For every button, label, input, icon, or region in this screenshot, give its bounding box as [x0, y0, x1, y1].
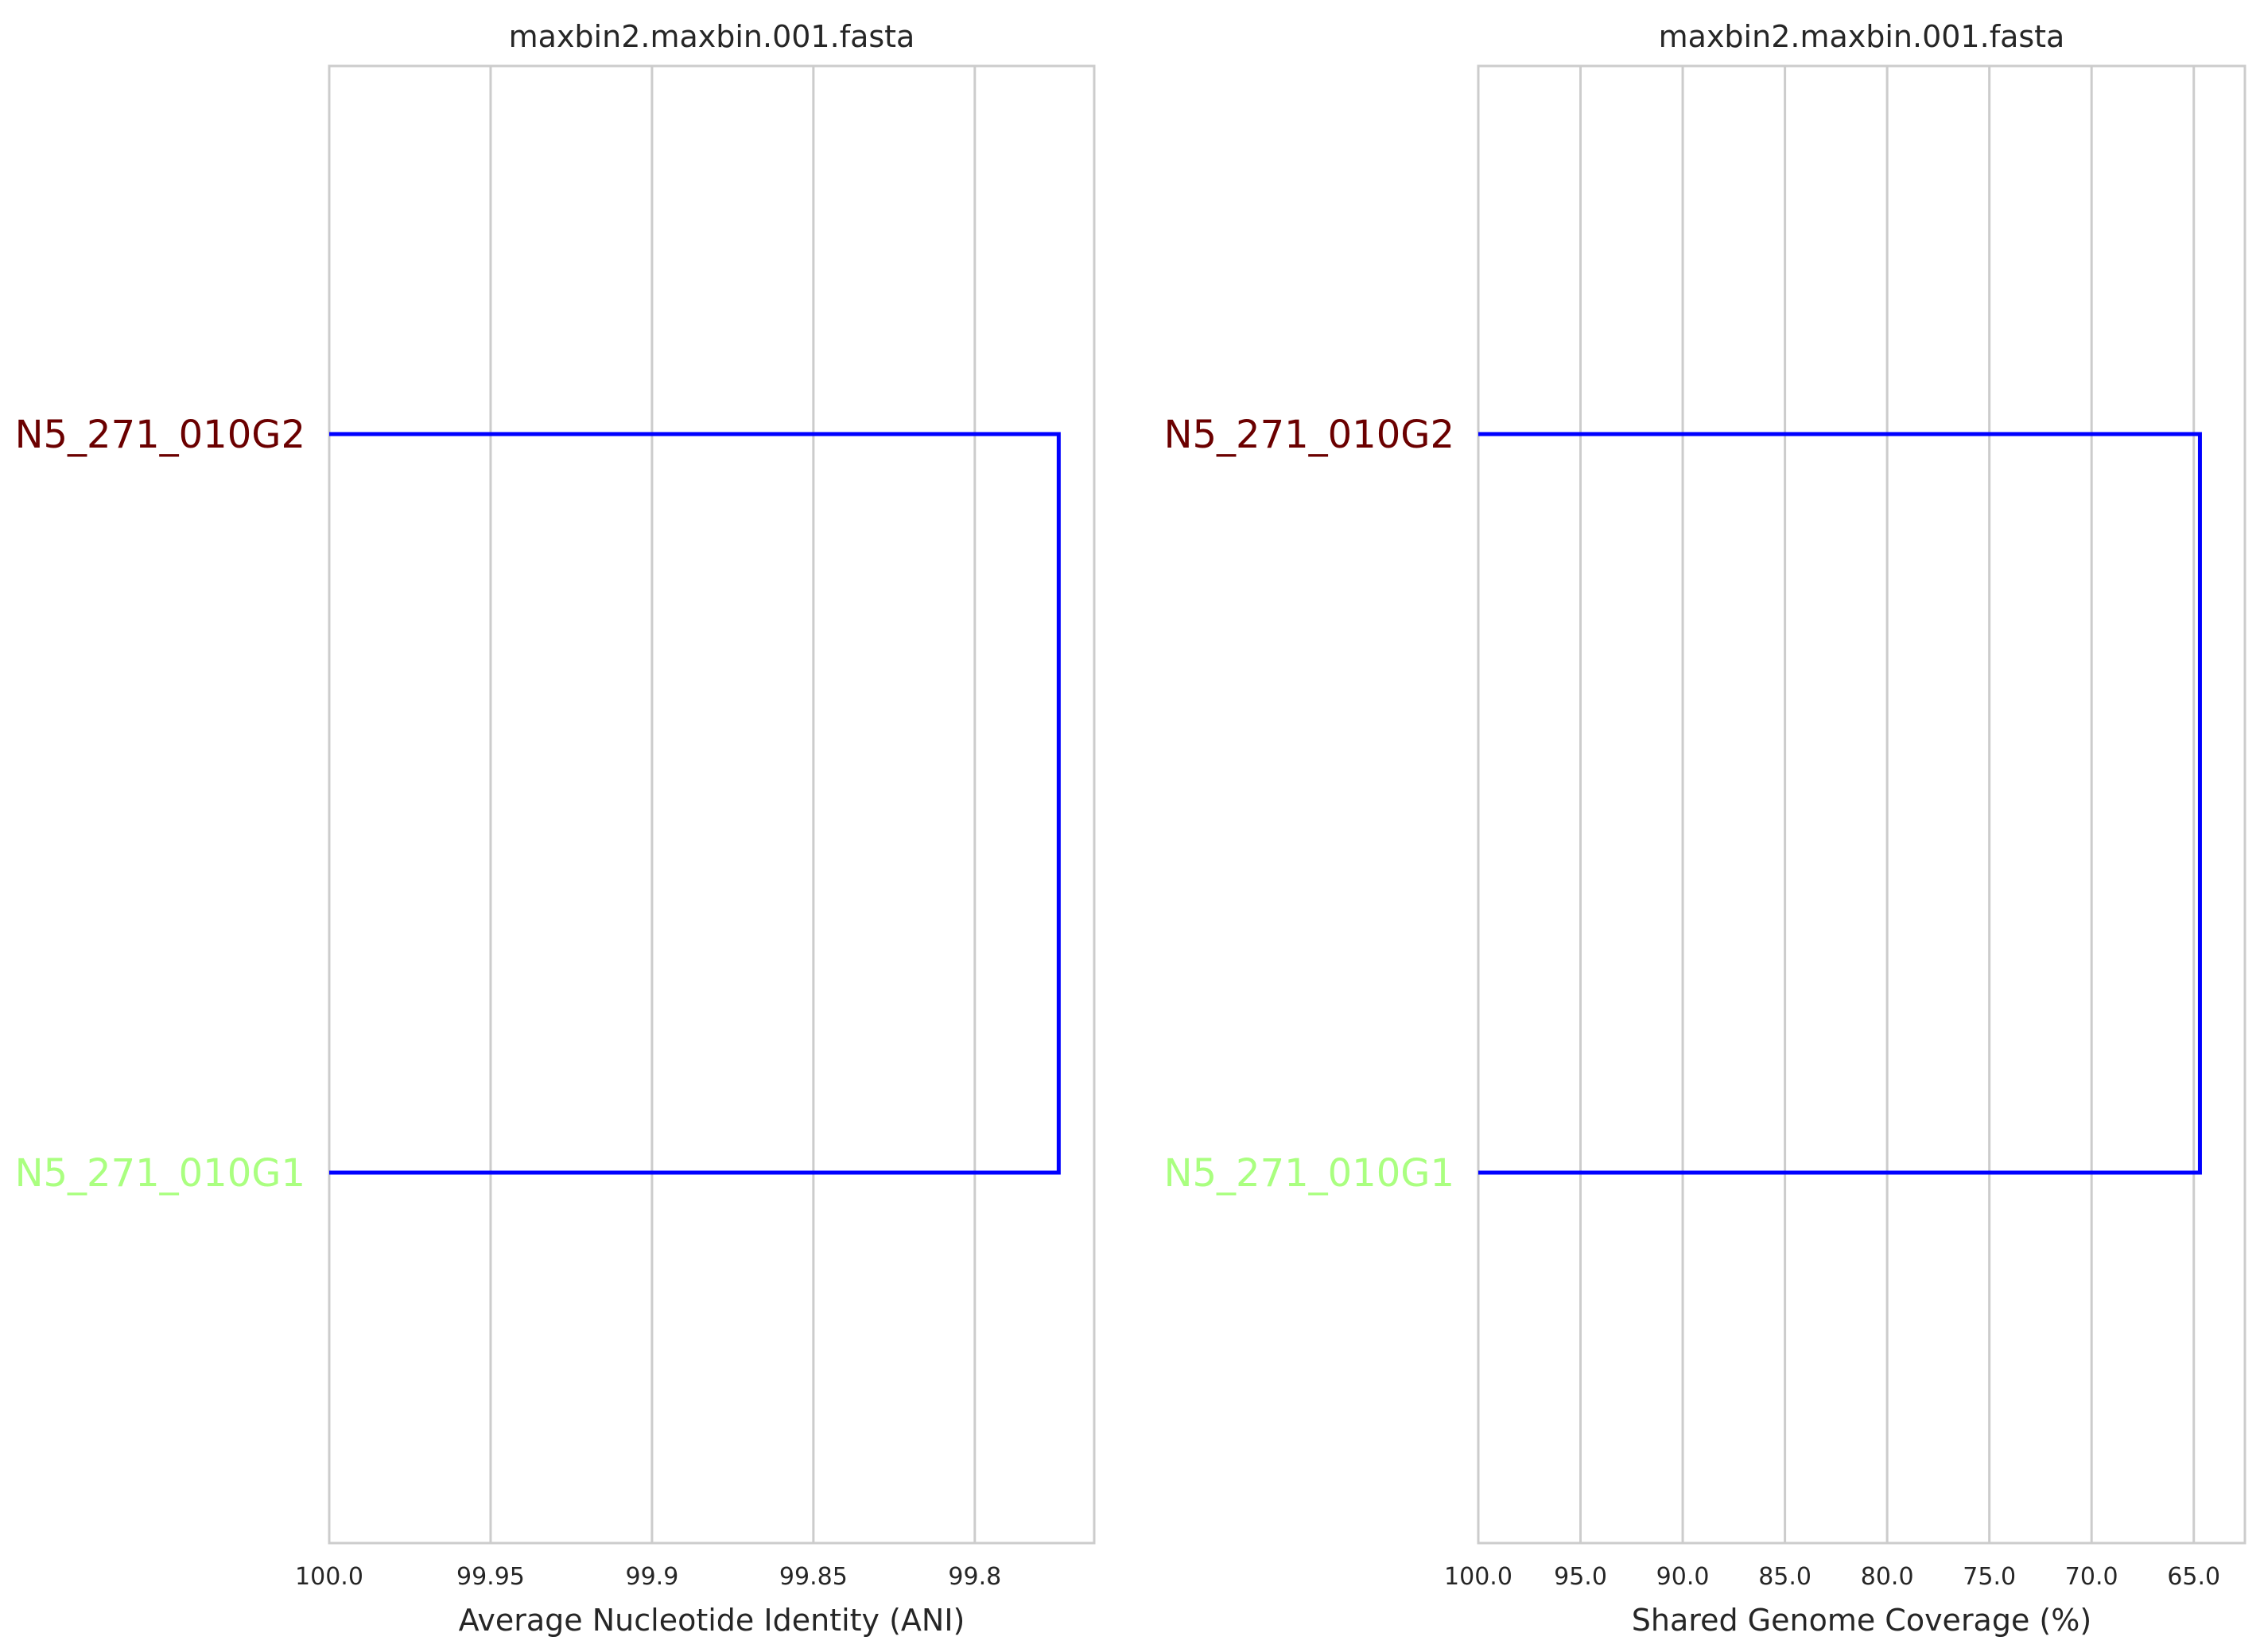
coverage-tick-label: 100.0 — [1444, 1563, 1512, 1591]
ani-tick-label: 99.95 — [456, 1563, 525, 1591]
ani-x-ticks: 100.0 99.95 99.9 99.85 99.8 — [295, 1563, 1001, 1591]
ani-tick-label: 100.0 — [295, 1563, 363, 1591]
ani-leaf-labels: N5_271_010G2 N5_271_010G1 — [15, 413, 305, 1196]
coverage-leaf-label-1: N5_271_010G2 — [1164, 413, 1454, 457]
coverage-tick-label: 70.0 — [2065, 1563, 2118, 1591]
ani-tick-label: 99.8 — [948, 1563, 1001, 1591]
ani-grid — [328, 66, 977, 1543]
ani-x-axis-label: Average Nucleotide Identity (ANI) — [459, 1603, 965, 1638]
coverage-chart-title: maxbin2.maxbin.001.fasta — [1659, 19, 2065, 54]
ani-tick-label: 99.85 — [779, 1563, 848, 1591]
ani-plot-frame — [328, 64, 1096, 1545]
coverage-dendrogram-links — [1478, 432, 2202, 1175]
coverage-dendrogram-panel: maxbin2.maxbin.001.fasta 100.0 95.0 90.0 85… — [1164, 19, 2246, 1638]
ani-leaf-label-2: N5_271_010G1 — [15, 1151, 305, 1196]
ani-leaf-label-1: N5_271_010G2 — [15, 413, 305, 457]
coverage-tick-label: 65.0 — [2167, 1563, 2220, 1591]
coverage-tick-label: 95.0 — [1554, 1563, 1607, 1591]
coverage-tick-label: 85.0 — [1758, 1563, 1811, 1591]
ani-dendrogram-links — [329, 432, 1061, 1175]
ani-chart-title: maxbin2.maxbin.001.fasta — [509, 19, 915, 54]
coverage-leaf-label-2: N5_271_010G1 — [1164, 1151, 1454, 1196]
coverage-tick-label: 75.0 — [1963, 1563, 2016, 1591]
ani-merge-link — [329, 432, 1061, 1175]
coverage-x-axis-label: Shared Genome Coverage (%) — [1632, 1603, 2091, 1638]
coverage-tick-label: 90.0 — [1656, 1563, 1710, 1591]
coverage-leaf-labels: N5_271_010G2 N5_271_010G1 — [1164, 413, 1454, 1196]
coverage-grid — [1477, 66, 2196, 1543]
coverage-merge-link — [1478, 432, 2202, 1175]
coverage-tick-label: 80.0 — [1861, 1563, 1914, 1591]
coverage-x-ticks: 100.0 95.0 90.0 85.0 80.0 75.0 70.0 65.0 — [1444, 1563, 2220, 1591]
coverage-plot-frame — [1477, 64, 2246, 1545]
ani-tick-label: 99.9 — [626, 1563, 679, 1591]
ani-dendrogram-panel: maxbin2.maxbin.001.fasta 100.0 99.95 99.9 9… — [15, 19, 1096, 1638]
